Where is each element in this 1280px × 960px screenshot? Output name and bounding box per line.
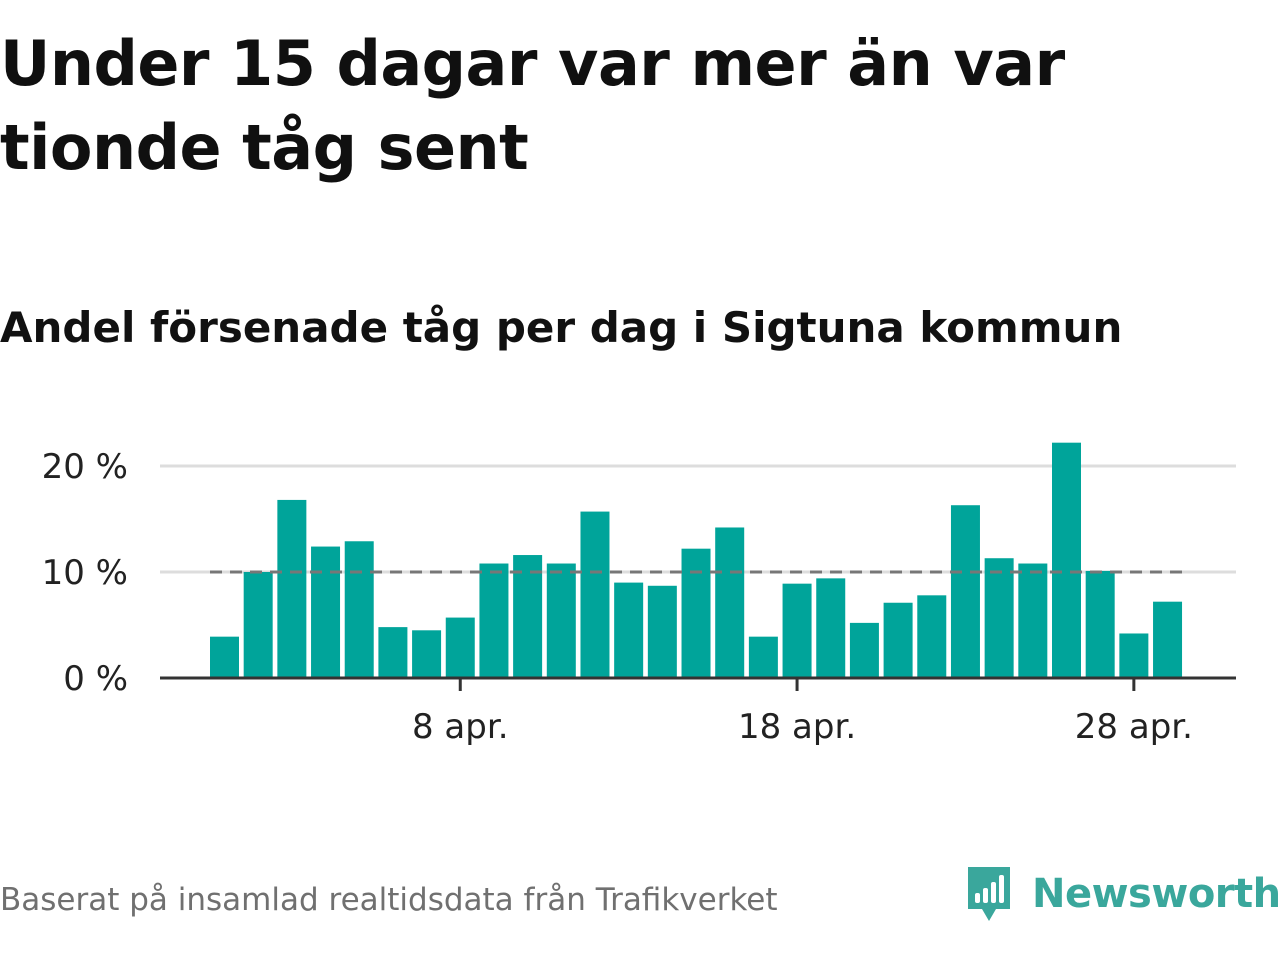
- bar-chart: 1 apr.: 3.9 %2 apr.: 10 %3 apr.: 16.8 %4…: [42, 442, 1236, 747]
- chart-subtitle: Andel försenade tåg per dag i Sigtuna ko…: [0, 303, 1123, 352]
- bar: 20 apr.: 5.2 %: [849, 622, 879, 678]
- bar: 24 apr.: 11.3 %: [984, 558, 1014, 678]
- bar: 15 apr.: 12.2 %: [681, 548, 711, 678]
- source-note: Baserat på insamlad realtidsdata från Tr…: [0, 882, 778, 918]
- bar: 6 apr.: 4.8 %: [378, 627, 408, 678]
- y-tick-label: 0 %: [63, 659, 128, 699]
- bar: 25 apr.: 10.8 %: [1018, 563, 1048, 678]
- bar: 7 apr.: 4.5 %: [412, 630, 442, 678]
- brand-logo: Newsworthy: [964, 862, 1280, 926]
- bar: 29 apr.: 7.2 %: [1153, 601, 1183, 678]
- bar: 28 apr.: 4.2 %: [1119, 633, 1149, 678]
- bar: 1 apr.: 3.9 %: [210, 636, 239, 678]
- bar: 17 apr.: 3.9 %: [748, 636, 778, 678]
- x-tick-label: 8 apr.: [412, 707, 509, 747]
- newsworthy-logo-icon: [968, 867, 1010, 921]
- tick-labels: 0 % 10 % 20 % 8 apr. 18 apr. 28 apr.: [42, 447, 1193, 747]
- bar: 19 apr.: 9.4 %: [816, 578, 846, 678]
- y-tick-label: 10 %: [42, 553, 128, 593]
- bar: 9 apr.: 10.8 %: [479, 563, 509, 678]
- bar: 26 apr.: 22.2 %: [1052, 442, 1081, 678]
- bar: 2 apr.: 10 %: [243, 572, 273, 678]
- x-tick-label: 28 apr.: [1075, 707, 1193, 747]
- bar: 8 apr.: 5.7 %: [445, 617, 475, 678]
- bar: 21 apr.: 7.1 %: [883, 602, 913, 678]
- chart-title: Under 15 dagar var mer än var tionde tåg…: [0, 27, 1065, 184]
- x-tick-label: 18 apr.: [738, 707, 856, 747]
- bar: 12 apr.: 15.7 %: [580, 511, 610, 678]
- bar: 10 apr.: 11.6 %: [513, 555, 543, 678]
- y-tick-label: 20 %: [42, 447, 128, 487]
- bars: 1 apr.: 3.9 %2 apr.: 10 %3 apr.: 16.8 %4…: [210, 442, 1183, 678]
- bar: 23 apr.: 16.3 %: [950, 505, 980, 678]
- bar: 22 apr.: 7.8 %: [917, 595, 947, 678]
- bar: 13 apr.: 9 %: [614, 582, 644, 678]
- bar: 4 apr.: 12.4 %: [311, 546, 341, 678]
- bar: 14 apr.: 8.7 %: [647, 585, 677, 678]
- axes: [160, 676, 1236, 691]
- bar: 16 apr.: 14.2 %: [715, 527, 745, 678]
- bar: 5 apr.: 12.9 %: [344, 541, 374, 678]
- brand-name: Newsworthy: [1032, 871, 1280, 917]
- bar: 18 apr.: 8.9 %: [782, 583, 812, 678]
- bar: 11 apr.: 10.8 %: [546, 563, 576, 678]
- bar: 3 apr.: 16.8 %: [277, 499, 307, 678]
- bar: 27 apr.: 10.1 %: [1085, 570, 1115, 678]
